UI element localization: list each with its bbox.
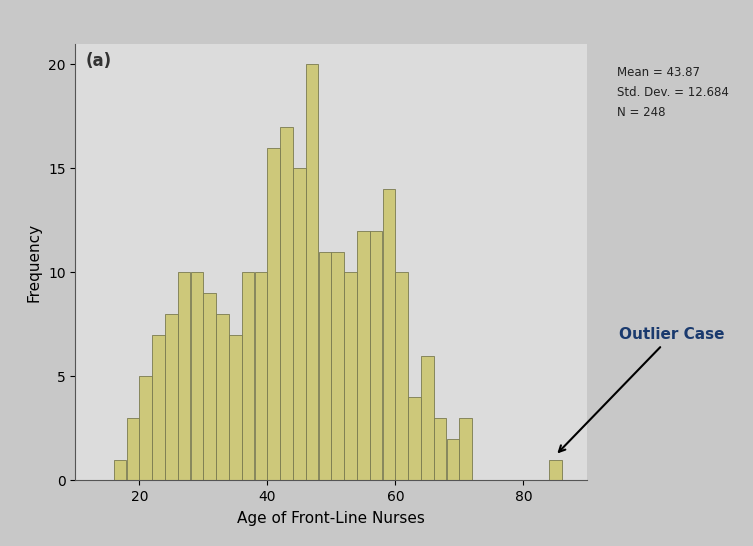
Text: Mean = 43.87
Std. Dev. = 12.684
N = 248: Mean = 43.87 Std. Dev. = 12.684 N = 248 [617,66,730,118]
Bar [165,314,178,480]
Y-axis label: Frequency: Frequency [26,223,41,301]
Text: (a): (a) [86,52,111,70]
Bar [408,397,421,480]
Bar [395,272,408,480]
Bar [242,272,255,480]
Bar [549,460,562,480]
Bar [331,252,344,480]
Bar [114,460,127,480]
Bar [383,189,395,480]
Bar [216,314,229,480]
Bar [357,231,370,480]
X-axis label: Age of Front-Line Nurses: Age of Front-Line Nurses [237,511,425,526]
Bar [255,272,267,480]
Bar [152,335,165,480]
Bar [319,252,331,480]
Bar [139,377,152,480]
Bar [447,439,459,480]
Bar [191,272,203,480]
Bar [203,293,216,480]
Bar [280,127,293,480]
Bar [344,272,357,480]
Bar [293,169,306,480]
Bar [267,147,280,480]
Bar [421,355,434,480]
Bar [459,418,472,480]
Text: Outlier Case: Outlier Case [559,328,725,452]
Bar [229,335,242,480]
Bar [178,272,191,480]
Bar [127,418,139,480]
Bar [370,231,383,480]
Bar [434,418,447,480]
Bar [306,64,319,480]
